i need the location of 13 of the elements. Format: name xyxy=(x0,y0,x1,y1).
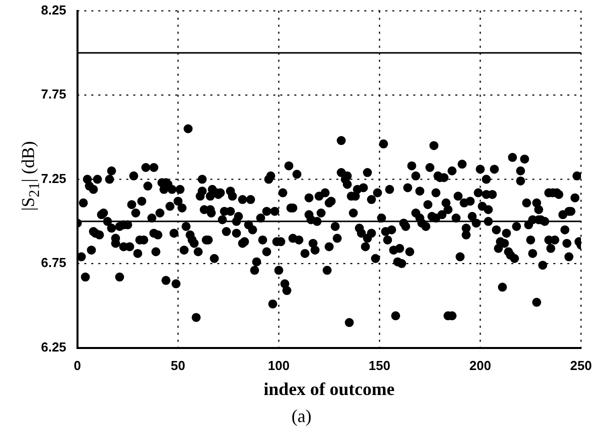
x-tick-label: 200 xyxy=(469,358,492,374)
y-tick-label: 6.75 xyxy=(40,255,66,270)
x-tick-label: 100 xyxy=(268,358,290,374)
y-tick-label: 7.75 xyxy=(40,86,66,102)
y-tick-label: 7.25 xyxy=(40,170,66,186)
x-tick-label: 250 xyxy=(570,358,592,374)
x-tick-label: 150 xyxy=(368,358,390,374)
y-tick-label: 6.25 xyxy=(40,339,66,354)
x-tick-label: 50 xyxy=(170,358,186,374)
x-axis-title: index of outcome xyxy=(264,378,395,399)
y-tick-label: 8.25 xyxy=(40,2,66,18)
x-tick-label: 0 xyxy=(74,358,81,374)
text: (a) xyxy=(290,406,312,427)
